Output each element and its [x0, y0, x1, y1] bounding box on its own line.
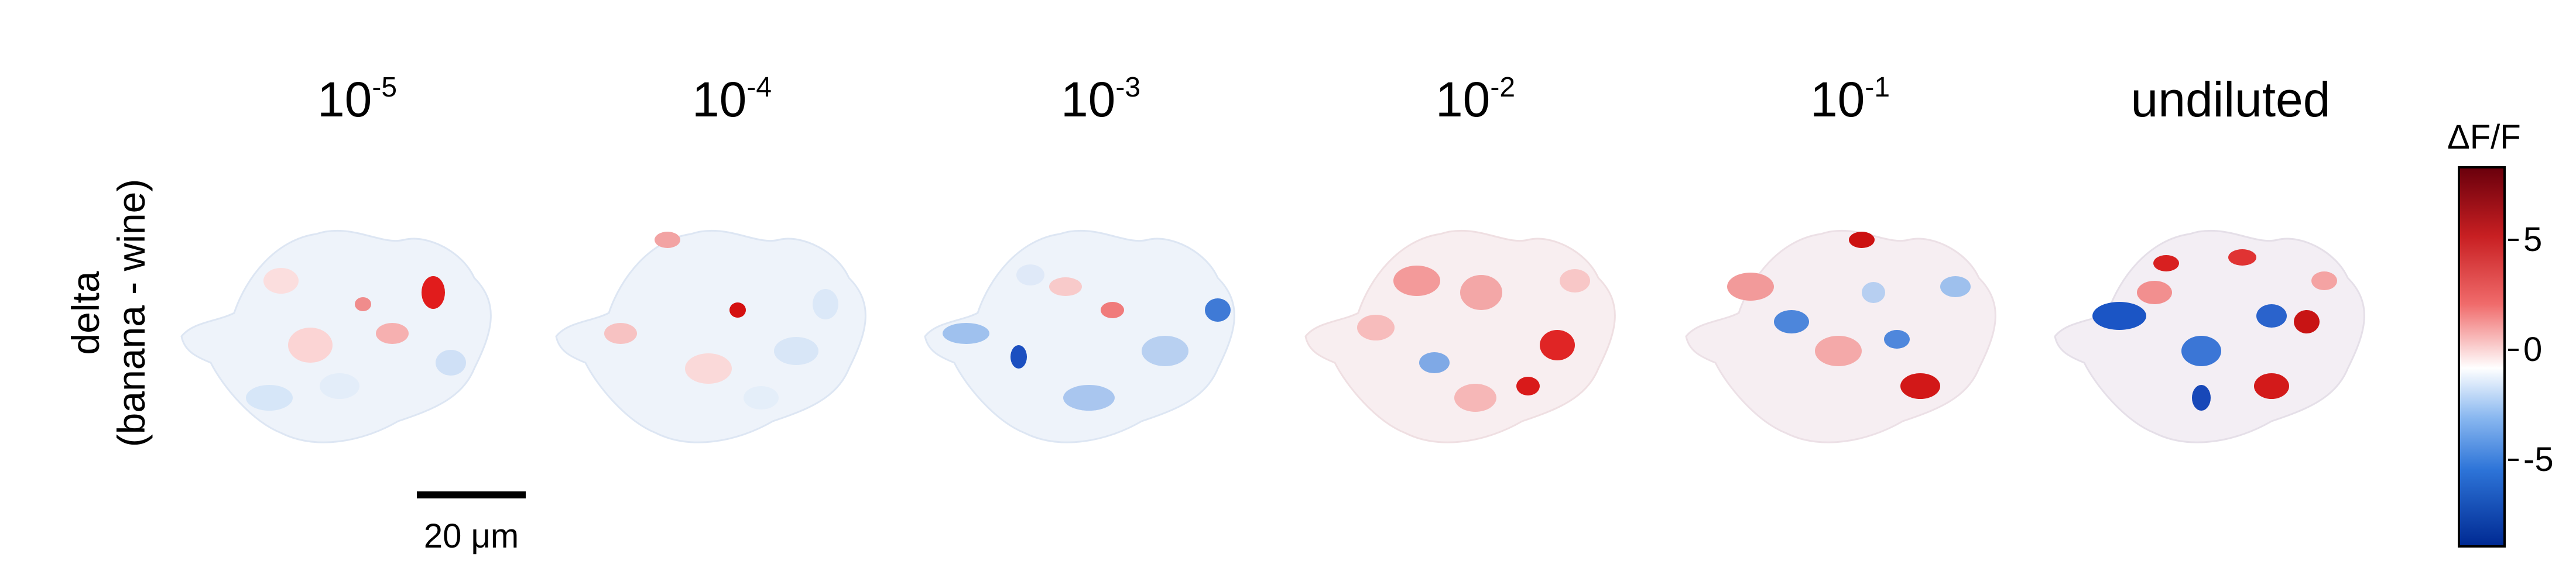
- colorbar-title: ΔF/F: [2447, 118, 2521, 156]
- panel-title-1: 10-5: [252, 70, 463, 129]
- panel-title-4: 10-2: [1370, 70, 1581, 129]
- response-map-4: [1304, 229, 1616, 443]
- response-map-5: [1685, 229, 1996, 443]
- panel-title-2-exp: -4: [746, 72, 772, 103]
- panel-title-2-base: 10: [691, 72, 747, 127]
- panel-title-1-base: 10: [317, 72, 372, 127]
- row-label: delta (banana - wine): [35, 120, 181, 506]
- response-map-1: [180, 229, 492, 443]
- response-map-6: [2054, 229, 2365, 443]
- panel-title-4-exp: -2: [1490, 72, 1516, 103]
- panel-title-3-exp: -3: [1115, 72, 1141, 103]
- panel-title-6: undiluted: [2130, 72, 2331, 127]
- response-map-3: [924, 229, 1235, 443]
- row-label-text: delta (banana - wine): [63, 179, 154, 448]
- colorbar-tick-label-minus5: -5: [2523, 441, 2554, 479]
- panel-title-5-base: 10: [1810, 72, 1865, 127]
- colorbar-tick-0: [2508, 349, 2519, 351]
- colorbar-tick-label-0: 0: [2523, 331, 2543, 369]
- panel-title-1-exp: -5: [372, 72, 398, 103]
- row-label-line1: delta: [64, 271, 107, 355]
- colorbar-tick-5: [2508, 239, 2519, 241]
- panel-title-5-exp: -1: [1865, 72, 1890, 103]
- panel-title-3-base: 10: [1060, 72, 1116, 127]
- row-label-line2: (banana - wine): [109, 178, 153, 448]
- colorbar: [2458, 166, 2506, 548]
- colorbar-tick-minus5: [2508, 459, 2519, 461]
- panel-title-3: 10-3: [995, 70, 1206, 129]
- panel-title-2: 10-4: [626, 70, 837, 129]
- scale-bar: [417, 491, 526, 498]
- scale-bar-label: 20 μm: [423, 517, 519, 555]
- colorbar-tick-label-5: 5: [2523, 221, 2543, 259]
- response-map-2: [555, 229, 866, 443]
- panel-title-5: 10-1: [1745, 70, 1955, 129]
- panel-title-4-base: 10: [1435, 72, 1491, 127]
